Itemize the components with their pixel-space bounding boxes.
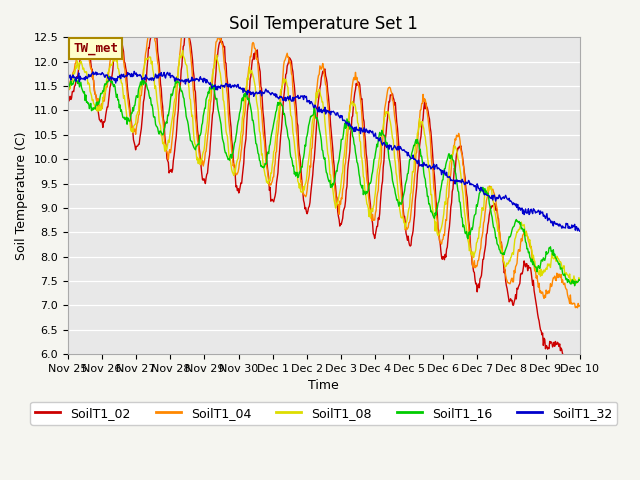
Text: TW_met: TW_met: [73, 42, 118, 55]
SoilT1_08: [178, 52, 186, 58]
SoilT1_16: [401, 181, 409, 187]
SoilT1_16: [571, 283, 579, 288]
Y-axis label: Soil Temperature (C): Soil Temperature (C): [15, 132, 28, 260]
SoilT1_32: [387, 144, 394, 149]
SoilT1_02: [576, 400, 584, 406]
SoilT1_08: [387, 120, 394, 125]
X-axis label: Time: Time: [308, 379, 339, 392]
SoilT1_16: [387, 163, 394, 168]
SoilT1_08: [576, 277, 584, 283]
SoilT1_32: [179, 78, 186, 84]
SoilT1_02: [126, 107, 134, 112]
SoilT1_32: [206, 82, 214, 87]
SoilT1_02: [74, 75, 81, 81]
SoilT1_04: [573, 305, 581, 311]
SoilT1_02: [206, 152, 214, 157]
SoilT1_02: [387, 92, 394, 98]
SoilT1_16: [179, 90, 186, 96]
SoilT1_04: [74, 56, 81, 61]
SoilT1_02: [64, 96, 72, 102]
SoilT1_32: [74, 75, 81, 81]
SoilT1_32: [126, 72, 134, 78]
Line: SoilT1_32: SoilT1_32: [68, 72, 580, 231]
SoilT1_02: [178, 63, 186, 69]
SoilT1_08: [179, 48, 186, 53]
SoilT1_08: [569, 281, 577, 287]
SoilT1_16: [74, 78, 81, 84]
SoilT1_02: [183, 23, 191, 29]
SoilT1_16: [576, 277, 584, 283]
SoilT1_08: [126, 120, 134, 126]
SoilT1_16: [64, 88, 72, 94]
SoilT1_04: [126, 113, 134, 119]
SoilT1_04: [576, 303, 584, 309]
SoilT1_32: [576, 228, 584, 234]
SoilT1_04: [178, 27, 186, 33]
Legend: SoilT1_02, SoilT1_04, SoilT1_08, SoilT1_16, SoilT1_32: SoilT1_02, SoilT1_04, SoilT1_08, SoilT1_…: [31, 402, 617, 424]
SoilT1_32: [401, 149, 409, 155]
SoilT1_02: [401, 220, 409, 226]
SoilT1_16: [127, 114, 134, 120]
SoilT1_04: [182, 18, 189, 24]
SoilT1_08: [401, 225, 409, 231]
SoilT1_32: [64, 75, 72, 81]
Line: SoilT1_02: SoilT1_02: [68, 26, 580, 403]
SoilT1_08: [64, 86, 72, 92]
Line: SoilT1_08: SoilT1_08: [68, 50, 580, 284]
SoilT1_32: [131, 69, 138, 74]
Line: SoilT1_04: SoilT1_04: [68, 21, 580, 308]
SoilT1_08: [206, 98, 214, 104]
SoilT1_16: [106, 73, 113, 79]
SoilT1_04: [387, 85, 394, 91]
Line: SoilT1_16: SoilT1_16: [68, 76, 580, 286]
SoilT1_08: [74, 58, 81, 64]
SoilT1_04: [206, 111, 214, 117]
Title: Soil Temperature Set 1: Soil Temperature Set 1: [229, 15, 419, 33]
SoilT1_16: [206, 84, 214, 90]
SoilT1_04: [64, 83, 72, 89]
SoilT1_04: [401, 227, 409, 233]
